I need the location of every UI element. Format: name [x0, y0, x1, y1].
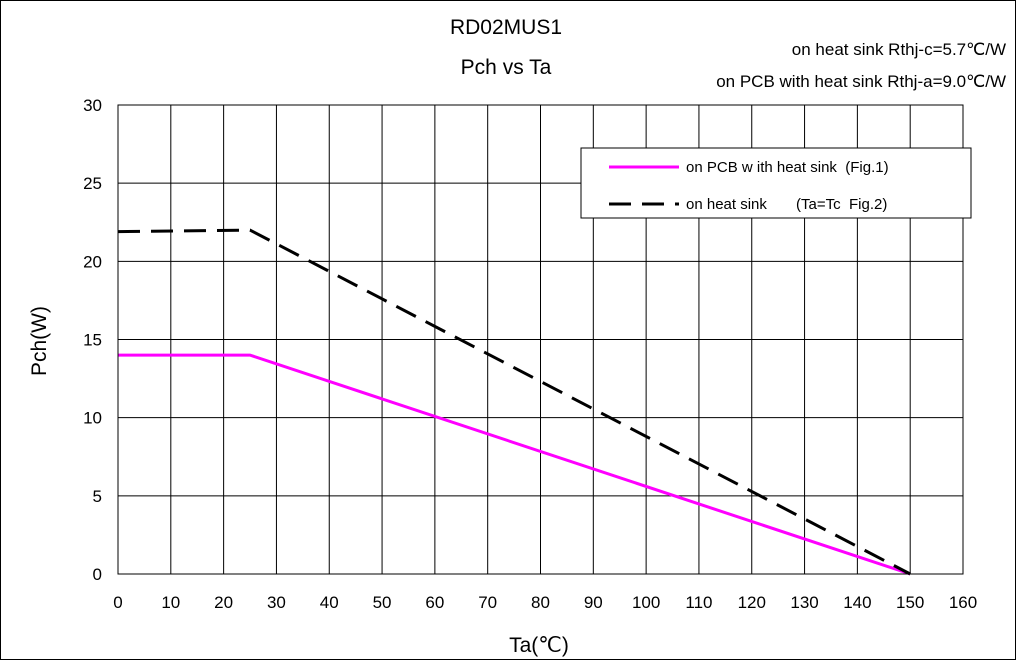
chart-subtitle: Pch vs Ta: [461, 56, 552, 79]
annotation-pcb-rth: on PCB with heat sink Rthj-a=9.0℃/W: [716, 72, 1006, 91]
x-tick-label: 120: [738, 593, 766, 612]
legend-box: [580, 147, 972, 219]
x-tick-label: 30: [267, 593, 286, 612]
x-tick-label: 110: [685, 593, 712, 612]
x-tick-label: 80: [531, 593, 550, 612]
x-tick-label: 160: [949, 593, 977, 612]
y-tick-label: 20: [83, 252, 102, 271]
y-tick-label: 30: [83, 96, 102, 115]
y-tick-label: 10: [83, 409, 102, 428]
legend-label-heat-sink: on heat sink (Ta=Tc Fig.2): [686, 196, 887, 213]
x-tick-label: 150: [896, 593, 924, 612]
x-tick-label: 100: [632, 593, 660, 612]
y-tick-label: 0: [93, 565, 102, 584]
series-layer: [117, 228, 911, 576]
series-line-pcb: [118, 353, 911, 576]
plot-area-border: [117, 104, 964, 575]
y-tick-label: 5: [93, 487, 102, 506]
x-tick-label: 20: [214, 593, 233, 612]
x-tick-label: 40: [320, 593, 339, 612]
y-axis-label: Pch(W): [28, 306, 51, 376]
x-tick-label: 70: [478, 593, 497, 612]
legend: on PCB w ith heat sink (Fig.1) on heat s…: [580, 147, 972, 219]
y-tick-label: 15: [83, 331, 102, 350]
x-tick-label: 10: [161, 593, 180, 612]
annotation-heat-sink-rth: on heat sink Rthj-c=5.7℃/W: [792, 40, 1006, 59]
x-tick-label: 60: [425, 593, 444, 612]
series-line-heat-sink: [117, 228, 911, 576]
tick-labels: 0 10 20 30 40 50 60 70 80 90 100 110 120 130 140 150 160…: [83, 96, 977, 612]
x-tick-label: 50: [373, 593, 392, 612]
x-tick-label: 130: [790, 593, 818, 612]
legend-label-pcb: on PCB w ith heat sink (Fig.1): [686, 159, 889, 176]
x-tick-label: 90: [584, 593, 603, 612]
x-tick-label: 140: [843, 593, 871, 612]
y-tick-label: 25: [83, 174, 102, 193]
x-tick-label: 0: [113, 593, 122, 612]
chart-title: RD02MUS1: [450, 16, 562, 39]
x-axis-label: Ta(℃): [509, 634, 569, 657]
